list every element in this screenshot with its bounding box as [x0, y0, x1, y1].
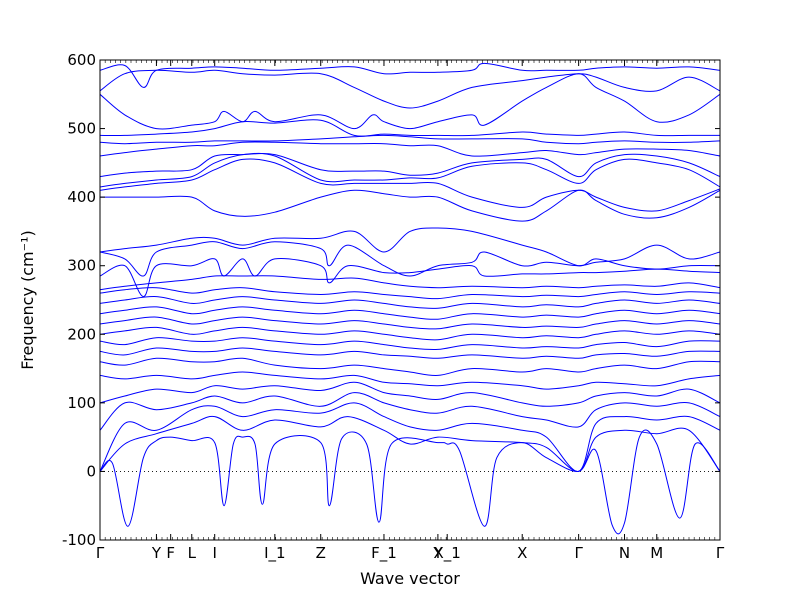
y-tick-label: 300: [67, 257, 96, 275]
band-line-6: [100, 371, 720, 390]
band-line-14: [100, 287, 720, 300]
band-line-13: [100, 296, 720, 309]
y-tick-label: 400: [67, 188, 96, 206]
band-line-3: [100, 402, 720, 472]
band-line-18: [100, 227, 720, 270]
x-tick-label: I: [212, 544, 216, 562]
x-tick-label: Γ: [574, 544, 583, 562]
band-line-10: [100, 326, 720, 341]
band-line-15: [100, 275, 720, 291]
band-line-24: [100, 134, 720, 145]
band-line-28: [100, 62, 720, 88]
x-tick-label: M: [650, 544, 663, 562]
x-axis: Γ Y F L I I_1 Z F_1 YX_1 X Γ N M Γ: [96, 60, 725, 563]
y-tick-label: 0: [86, 462, 96, 480]
x-tick-label: F_1: [371, 544, 397, 563]
band-line-2: [100, 415, 720, 472]
x-tick-label: Y: [432, 544, 443, 562]
band-line-25: [100, 119, 720, 137]
band-line-23: [100, 141, 720, 157]
band-line-20: [100, 158, 720, 212]
band-line-4: [100, 392, 720, 431]
band-line-21: [100, 152, 720, 188]
x-tick-label: F: [166, 544, 175, 562]
y-axis-label: Frequency (cm⁻¹): [18, 230, 37, 369]
band-line-7: [100, 357, 720, 376]
band-line-26: [100, 73, 720, 130]
y-tick-label: 200: [67, 325, 96, 343]
band-line-1: [100, 429, 720, 535]
band-line-8: [100, 347, 720, 359]
y-tick-label: 600: [67, 51, 96, 69]
y-tick-label: 100: [67, 394, 96, 412]
band-line-12: [100, 306, 720, 320]
band-line-16: [100, 258, 720, 298]
band-line-9: [100, 337, 720, 351]
x-tick-label: N: [619, 544, 630, 562]
band-line-19: [100, 189, 720, 222]
x-tick-label: X: [517, 544, 527, 562]
x-tick-label: Γ: [716, 544, 725, 562]
x-tick-label: I_1: [264, 544, 285, 563]
band-line-17: [100, 241, 720, 277]
x-tick-label: Γ: [96, 544, 105, 562]
series-layer: [100, 62, 720, 535]
x-tick-label: L: [188, 544, 197, 562]
x-axis-label: Wave vector: [360, 569, 460, 588]
x-tick-label: Y: [151, 544, 162, 562]
band-line-22: [100, 152, 720, 178]
y-tick-label: -100: [62, 531, 96, 549]
band-line-27: [100, 69, 720, 109]
x-tick-label: X_1: [434, 544, 461, 563]
y-tick-label: 500: [67, 120, 96, 138]
y-axis: -100 0 100 200 300 400 500 600: [62, 51, 720, 549]
x-tick-label: Z: [316, 544, 326, 562]
band-line-5: [100, 381, 720, 407]
band-line-11: [100, 316, 720, 330]
